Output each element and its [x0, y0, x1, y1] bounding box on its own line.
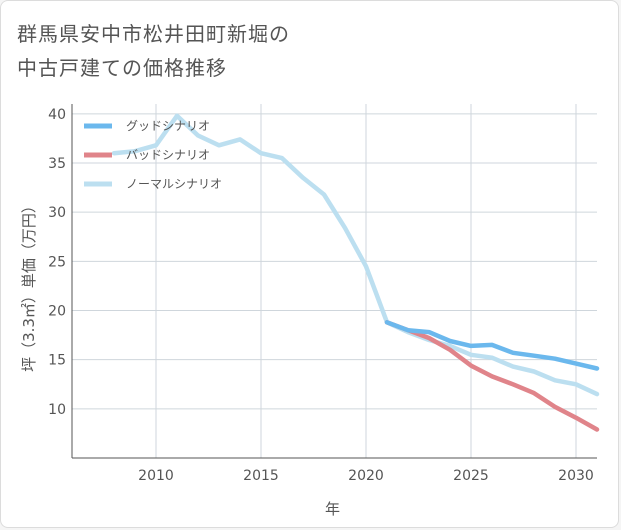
series-line-0	[384, 320, 600, 371]
x-tick-label: 2015	[243, 468, 279, 484]
y-tick-label: 20	[48, 304, 66, 320]
y-tick-label: 30	[48, 205, 66, 221]
y-tick-label: 40	[48, 107, 66, 123]
series-line-2	[111, 113, 600, 397]
y-axis-label: 坪（3.3㎡）単価（万円）	[20, 198, 38, 372]
x-tick-label: 2010	[138, 468, 174, 484]
chart-title-line-1: 群馬県安中市松井田町新堀の	[17, 22, 290, 46]
legend-label-2: ノーマルシナリオ	[126, 177, 222, 191]
x-tick-label: 2030	[558, 468, 594, 484]
series-lines	[111, 113, 600, 432]
series-line-1	[384, 320, 600, 432]
x-axis-label: 年	[325, 500, 340, 518]
chart-title-line-2: 中古戸建ての価格推移	[17, 56, 227, 80]
grid-lines	[72, 104, 597, 458]
x-tick-label: 2025	[453, 468, 489, 484]
x-tick-label: 2020	[348, 468, 384, 484]
chart-title: 群馬県安中市松井田町新堀の 中古戸建ての価格推移	[17, 17, 290, 85]
y-tick-label: 35	[48, 156, 66, 172]
legend-label-1: バッドシナリオ	[126, 148, 210, 162]
y-tick-label: 10	[48, 402, 66, 418]
legend-label-0: グッドシナリオ	[126, 119, 210, 133]
y-tick-label: 25	[48, 254, 66, 270]
y-tick-label: 15	[48, 353, 66, 369]
